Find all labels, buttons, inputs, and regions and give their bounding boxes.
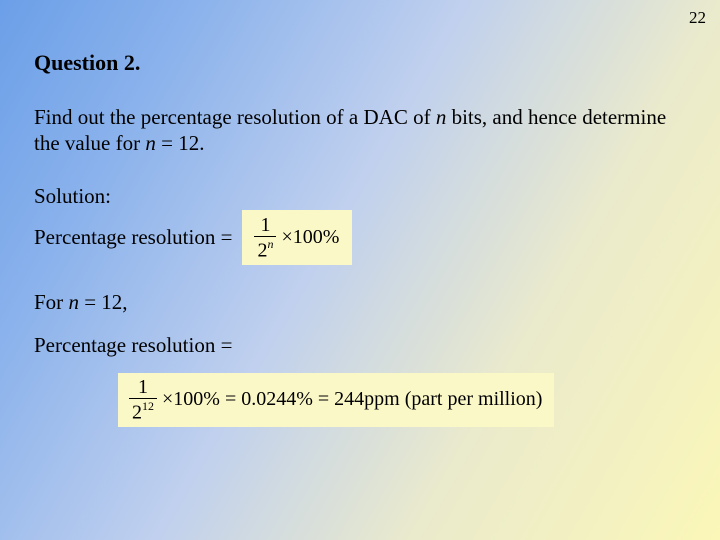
formula2-tail: ×100% = 0.0244% = 244ppm (part per milli… — [160, 388, 544, 411]
problem-text-3: = 12. — [156, 131, 205, 155]
frac1-den-exp: n — [267, 237, 273, 251]
frac1-den: 2n — [254, 236, 276, 261]
frac2-den: 212 — [129, 398, 157, 423]
problem-var-n-1: n — [436, 105, 447, 129]
for-n-line: For n = 12, — [34, 289, 686, 315]
pct-resolution-label-1: Percentage resolution = — [34, 224, 232, 251]
frac2-num: 1 — [135, 377, 151, 398]
for-n-text-1: For — [34, 290, 68, 314]
formula-1: 1 2n ×100% — [242, 210, 352, 266]
frac1-num: 1 — [257, 215, 273, 236]
fraction-2: 1 212 — [129, 377, 157, 423]
problem-statement: Find out the percentage resolution of a … — [34, 104, 686, 157]
slide-content: Question 2. Find out the percentage reso… — [0, 0, 720, 427]
formula-2: 1 212 ×100% = 0.0244% = 244ppm (part per… — [118, 373, 554, 427]
for-n-text-2: = 12, — [79, 290, 128, 314]
frac2-den-base: 2 — [132, 402, 142, 424]
fraction-1: 1 2n — [254, 215, 276, 261]
slide: 22 Question 2. Find out the percentage r… — [0, 0, 720, 540]
question-title: Question 2. — [34, 50, 686, 76]
resolution-row-1: Percentage resolution = 1 2n ×100% — [34, 210, 686, 266]
formula-2-wrap: 1 212 ×100% = 0.0244% = 244ppm (part per… — [34, 367, 686, 427]
for-n-var: n — [68, 290, 79, 314]
pct-resolution-label-2: Percentage resolution = — [34, 332, 686, 359]
formula1-tail: ×100% — [279, 226, 341, 249]
solution-label: Solution: — [34, 183, 686, 210]
problem-var-n-2: n — [145, 131, 156, 155]
page-number: 22 — [689, 8, 706, 28]
problem-text-1: Find out the percentage resolution of a … — [34, 105, 436, 129]
frac2-den-exp: 12 — [142, 399, 154, 413]
frac1-den-base: 2 — [257, 239, 267, 261]
